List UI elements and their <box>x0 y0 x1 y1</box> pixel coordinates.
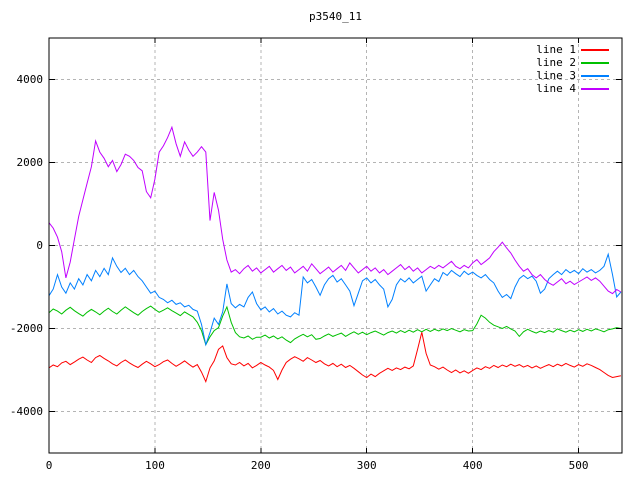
x-tick-label: 400 <box>462 459 483 472</box>
legend-line-sample-icon <box>581 74 609 77</box>
y-tick-label: -2000 <box>9 321 43 335</box>
x-tick-label: 300 <box>356 459 377 472</box>
legend-line-sample-icon <box>581 61 609 64</box>
legend-line-sample-icon <box>581 87 609 90</box>
y-tick-label: 4000 <box>16 72 44 86</box>
legend-row: line 2 <box>536 56 609 69</box>
x-tick-label: 100 <box>144 459 165 472</box>
series-1-line <box>48 332 621 384</box>
y-tick-label: -4000 <box>9 404 43 418</box>
legend-row: line 1 <box>536 43 609 56</box>
legend-row: line 3 <box>536 69 609 82</box>
x-tick-label: 200 <box>250 459 271 472</box>
legend-label-line4: line 4 <box>536 82 576 95</box>
series-3-line <box>48 252 622 347</box>
series-4-line <box>48 125 622 295</box>
legend-label-line1: line 1 <box>536 43 576 56</box>
y-tick-label: 2000 <box>16 155 44 169</box>
legend: line 1 line 2 line 3 line 4 <box>536 43 609 95</box>
legend-label-line3: line 3 <box>536 69 576 82</box>
legend-label-line2: line 2 <box>536 56 576 69</box>
legend-line-sample-icon <box>581 48 609 51</box>
y-tick-label: 0 <box>36 238 43 252</box>
chart-title: p3540_11 <box>309 10 362 23</box>
series-2-line <box>48 305 621 347</box>
legend-row: line 4 <box>536 82 609 95</box>
x-tick-label: 0 <box>45 459 53 472</box>
x-tick-label: 500 <box>568 459 589 472</box>
